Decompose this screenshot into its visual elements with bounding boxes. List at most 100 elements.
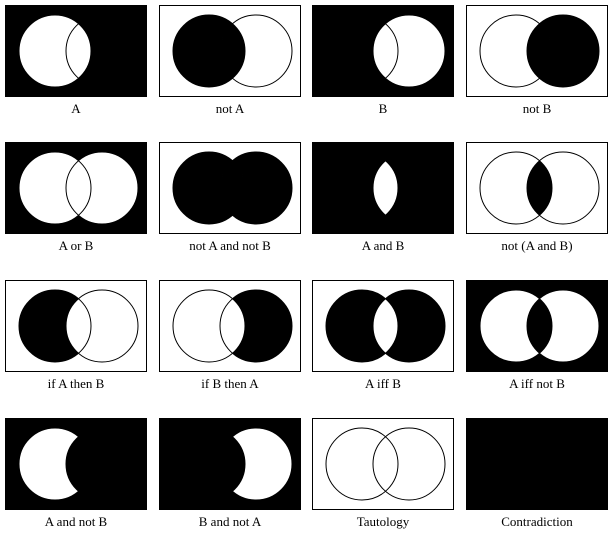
panel-frame	[312, 280, 454, 372]
circle-a-outline	[325, 14, 399, 88]
venn-diagram-not-a-and-b	[466, 142, 608, 234]
circle-a-outline	[172, 151, 246, 225]
circle-a-outline	[172, 14, 246, 88]
circle-b-outline	[65, 151, 139, 225]
region-a-and-b	[527, 152, 552, 224]
panel-frame	[466, 280, 608, 372]
panel-frame	[466, 142, 608, 234]
panel-frame	[159, 5, 301, 97]
venn-cell-a-iff-b: A iff B	[312, 280, 454, 391]
circle-b-outline	[372, 14, 446, 88]
venn-cell-if-a-then-b: if A then B	[5, 280, 147, 391]
caption-not-a-and-not-b: not A and not B	[189, 238, 271, 253]
caption-a-and-b: A and B	[361, 238, 405, 253]
venn-cell-a-and-b: A and B	[312, 142, 454, 253]
venn-diagram-if-a-then-b	[5, 280, 147, 372]
caption-not-b: not B	[522, 101, 552, 116]
venn-cell-tautology: Tautology	[312, 418, 454, 529]
venn-diagram-contradiction	[466, 418, 608, 510]
caption-tautology: Tautology	[356, 514, 410, 529]
region-a-and-b	[527, 428, 552, 500]
circle-b-outline	[219, 14, 293, 88]
circle-a-outline	[325, 151, 399, 225]
circle-b-outline	[65, 427, 139, 501]
circle-b-outline	[526, 14, 600, 88]
panel-frame	[159, 418, 301, 510]
venn-diagram-tautology	[312, 418, 454, 510]
region-a-and-b	[66, 15, 91, 87]
venn-cell-a-or-b: A or B	[5, 142, 147, 253]
venn-diagram-a-iff-b	[312, 280, 454, 372]
venn-cell-a-and-not-b: A and not B	[5, 418, 147, 529]
circle-a-outline	[18, 151, 92, 225]
panel-frame	[159, 280, 301, 372]
venn-cell-not-a: not A	[159, 5, 301, 116]
region-a-and-b	[373, 15, 398, 87]
circle-b-outline	[65, 14, 139, 88]
venn-cell-a-iff-not-b: A iff not B	[466, 280, 608, 391]
caption-b: B	[378, 101, 388, 116]
circle-a-outline	[479, 151, 553, 225]
region-a-and-b	[373, 290, 398, 362]
circle-b-outline	[526, 289, 600, 363]
circle-b-outline	[219, 289, 293, 363]
circle-a-outline	[325, 289, 399, 363]
venn-diagram-not-a-and-not-b	[159, 142, 301, 234]
region-a-and-b	[220, 428, 245, 500]
venn-diagram-if-b-then-a	[159, 280, 301, 372]
panel-frame	[5, 142, 147, 234]
venn-diagram-b-and-not-a	[159, 418, 301, 510]
caption-a-iff-b: A iff B	[365, 376, 401, 391]
region-a-and-b	[527, 290, 552, 362]
panel-frame	[159, 142, 301, 234]
region-a-and-b	[373, 428, 398, 500]
caption-a-or-b: A or B	[58, 238, 94, 253]
circle-b-outline	[526, 151, 600, 225]
venn-diagram-not-b	[466, 5, 608, 97]
venn-cell-b-and-not-a: B and not A	[159, 418, 301, 529]
circle-b-outline	[219, 427, 293, 501]
circle-a-outline	[18, 14, 92, 88]
panel-frame	[5, 5, 147, 97]
circle-b-outline	[219, 151, 293, 225]
region-a-and-b	[220, 152, 245, 224]
venn-cell-a: A	[5, 5, 147, 116]
caption-a-iff-not-b: A iff not B	[509, 376, 565, 391]
region-a-and-b	[220, 290, 245, 362]
venn-cell-b: B	[312, 5, 454, 116]
venn-diagram-a	[5, 5, 147, 97]
circle-b-outline	[372, 151, 446, 225]
circle-b-outline	[526, 427, 600, 501]
circle-a-outline	[479, 289, 553, 363]
panel-frame	[5, 418, 147, 510]
venn-diagram-b	[312, 5, 454, 97]
circle-a-outline	[18, 289, 92, 363]
venn-cell-if-b-then-a: if B then A	[159, 280, 301, 391]
circle-a-outline	[172, 289, 246, 363]
caption-not-a-and-b: not (A and B)	[501, 238, 573, 253]
venn-diagram-not-a	[159, 5, 301, 97]
region-a-and-b	[527, 15, 552, 87]
venn-cell-not-b: not B	[466, 5, 608, 116]
region-a-and-b	[373, 152, 398, 224]
panel-frame	[466, 5, 608, 97]
circle-b-outline	[372, 427, 446, 501]
venn-diagram-a-iff-not-b	[466, 280, 608, 372]
caption-a: A	[71, 101, 81, 116]
caption-b-and-not-a: B and not A	[198, 514, 262, 529]
region-a-and-b	[66, 290, 91, 362]
panel-frame	[466, 418, 608, 510]
venn-cell-not-a-and-not-b: not A and not B	[159, 142, 301, 253]
circle-a-outline	[479, 14, 553, 88]
venn-diagram-a-and-not-b	[5, 418, 147, 510]
circle-a-outline	[479, 427, 553, 501]
circle-a-outline	[18, 427, 92, 501]
caption-if-b-then-a: if B then A	[201, 376, 259, 391]
region-a-and-b	[66, 428, 91, 500]
caption-if-a-then-b: if A then B	[47, 376, 105, 391]
venn-diagram-a-or-b	[5, 142, 147, 234]
caption-not-a: not A	[215, 101, 245, 116]
circle-b-outline	[65, 289, 139, 363]
circle-a-outline	[172, 427, 246, 501]
panel-frame	[312, 5, 454, 97]
